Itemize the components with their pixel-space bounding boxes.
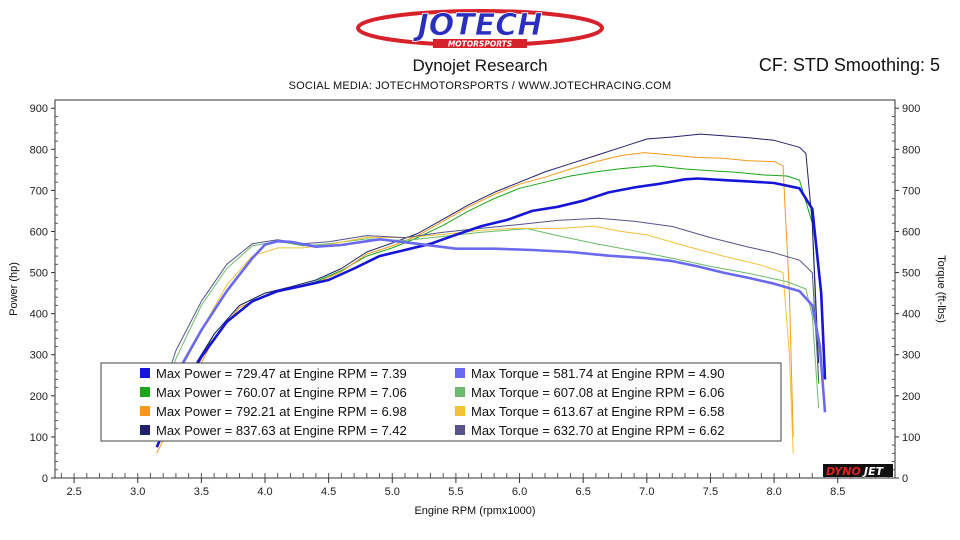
y-tick-label-right: 600: [902, 226, 920, 238]
x-tick-label: 6.0: [512, 486, 527, 498]
jotech-logo: JOTECH MOTORSPORTS: [356, 8, 604, 49]
y-tick-label-left: 900: [30, 103, 48, 115]
torque-series-line: [155, 238, 827, 430]
x-tick-label: 3.0: [130, 486, 145, 498]
power-series-line: [155, 177, 827, 448]
x-tick-label: 8.5: [830, 486, 845, 498]
watermark-bg: [823, 464, 893, 477]
x-tick-label: 6.5: [576, 486, 591, 498]
legend-swatch: [455, 425, 465, 435]
y-tick-label-right: 200: [902, 391, 920, 403]
legend-swatch: [455, 406, 465, 416]
y-tick-label-right: 700: [902, 185, 920, 197]
legend-entry: Max Power = 792.21 at Engine RPM = 6.98: [156, 404, 407, 419]
y-tick-label-left: 600: [30, 226, 48, 238]
legend-swatch: [455, 368, 465, 378]
watermark-jet: JET: [862, 465, 885, 478]
logo-subtext: MOTORSPORTS: [448, 40, 512, 49]
legend: Max Power = 729.47 at Engine RPM = 7.39 M…: [100, 362, 782, 442]
y-axis-label-left: Power (hp): [8, 262, 20, 316]
y-tick-label-left: 800: [30, 144, 48, 156]
watermark-dyno: DYNO: [826, 465, 861, 478]
y-tick-label-left: 500: [30, 268, 48, 280]
x-tick-label: 5.5: [448, 486, 463, 498]
social-media-line: SOCIAL MEDIA: JOTECHMOTORSPORTS / WWW.JO…: [288, 80, 672, 92]
torque-series-line: [156, 225, 794, 454]
legend-swatch: [140, 406, 150, 416]
y-tick-label-right: 0: [902, 473, 908, 485]
legend-box: [100, 362, 782, 442]
y-tick-label-right: 900: [902, 103, 920, 115]
y-tick-label-left: 300: [30, 350, 48, 362]
x-tick-label: 3.5: [194, 486, 209, 498]
y-tick-label-left: 700: [30, 185, 48, 197]
legend-swatch: [140, 387, 150, 397]
plot-curves: [155, 133, 827, 454]
logo-wordmark: JOTECH: [413, 8, 543, 43]
correction-factor-label: CF: STD Smoothing: 5: [758, 55, 940, 75]
legend-entry: Max Power = 760.07 at Engine RPM = 7.06: [156, 385, 407, 400]
legend-swatch: [455, 387, 465, 397]
legend-entry: Max Torque = 581.74 at Engine RPM = 4.90: [471, 366, 724, 381]
y-tick-label-left: 0: [42, 473, 48, 485]
y-tick-label-right: 500: [902, 268, 920, 280]
torque-series-line: [156, 217, 820, 409]
x-tick-label: 5.0: [385, 486, 400, 498]
legend-entry: Max Torque = 632.70 at Engine RPM = 6.62: [471, 423, 724, 438]
legend-entry: Max Power = 729.47 at Engine RPM = 7.39: [156, 366, 407, 381]
x-tick-label: 4.5: [321, 486, 336, 498]
x-axis-label: Engine RPM (rpmx1000): [414, 505, 535, 517]
y-tick-label-right: 800: [902, 144, 920, 156]
y-tick-label-left: 400: [30, 309, 48, 321]
legend-swatch: [140, 425, 150, 435]
torque-series-line: [156, 228, 820, 417]
plot-axes: 0 0 100 100 200 200 300 300 400 400 500 500 600 600 70…: [8, 99, 947, 517]
x-tick-label: 7.5: [703, 486, 718, 498]
legend-swatch: [140, 368, 150, 378]
dynojet-watermark: DYNO JET: [823, 464, 893, 478]
chart-title: Dynojet Research: [412, 56, 548, 75]
x-tick-label: 2.5: [66, 486, 81, 498]
legend-entry: Max Torque = 607.08 at Engine RPM = 6.06: [471, 385, 724, 400]
legend-entry: Max Power = 837.63 at Engine RPM = 7.42: [156, 423, 407, 438]
y-tick-label-right: 400: [902, 309, 920, 321]
legend-entry: Max Torque = 613.67 at Engine RPM = 6.58: [471, 404, 724, 419]
x-tick-label: 4.0: [257, 486, 272, 498]
x-tick-label: 7.0: [639, 486, 654, 498]
y-tick-label-right: 300: [902, 350, 920, 362]
y-tick-label-right: 100: [902, 432, 920, 444]
y-tick-label-left: 100: [30, 432, 48, 444]
y-axis-label-right: Torque (ft-lbs): [935, 255, 947, 323]
y-tick-label-left: 200: [30, 391, 48, 403]
x-tick-label: 8.0: [766, 486, 781, 498]
